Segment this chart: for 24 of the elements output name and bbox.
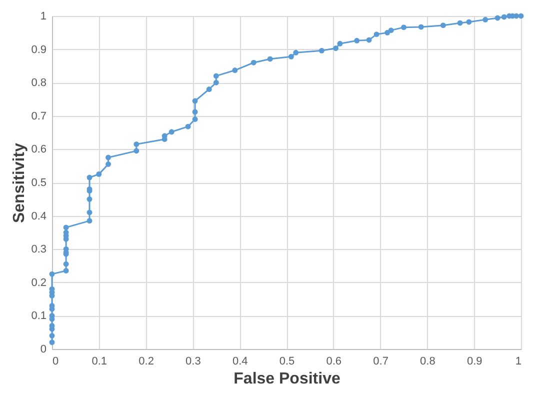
y-tick-label: 0.1 <box>31 310 46 322</box>
x-axis-title: False Positive <box>234 370 340 388</box>
y-tick-label: 0.9 <box>31 44 46 56</box>
y-tick-label: 0.8 <box>31 77 46 90</box>
x-tick-label: 0.9 <box>466 356 482 368</box>
x-tick-label: 0 <box>52 356 59 368</box>
y-tick-label: 0.5 <box>31 177 46 189</box>
y-tick-label: 0.2 <box>31 276 46 289</box>
y-tick-label: 0.7 <box>31 110 46 122</box>
x-tick-label: 1 <box>515 356 522 368</box>
x-tick-label: 0.3 <box>186 356 201 368</box>
x-tick-label: 0.1 <box>92 356 108 368</box>
y-tick-label: 0.3 <box>31 244 46 256</box>
x-tick-label: 0.5 <box>279 356 295 368</box>
y-tick-label: 0.6 <box>31 144 46 156</box>
y-axis-title: Sensitivity <box>11 142 28 224</box>
x-tick-label: 0.2 <box>138 356 154 368</box>
y-tick-label: 0.4 <box>31 210 46 222</box>
x-tick-label: 0.8 <box>420 356 436 368</box>
y-tick-label: 1 <box>40 10 46 22</box>
y-tick-label: 0 <box>40 344 46 356</box>
x-tick-label: 0.7 <box>373 356 388 368</box>
x-tick-label: 0.4 <box>232 356 248 368</box>
x-tick-label: 0.6 <box>326 356 342 368</box>
